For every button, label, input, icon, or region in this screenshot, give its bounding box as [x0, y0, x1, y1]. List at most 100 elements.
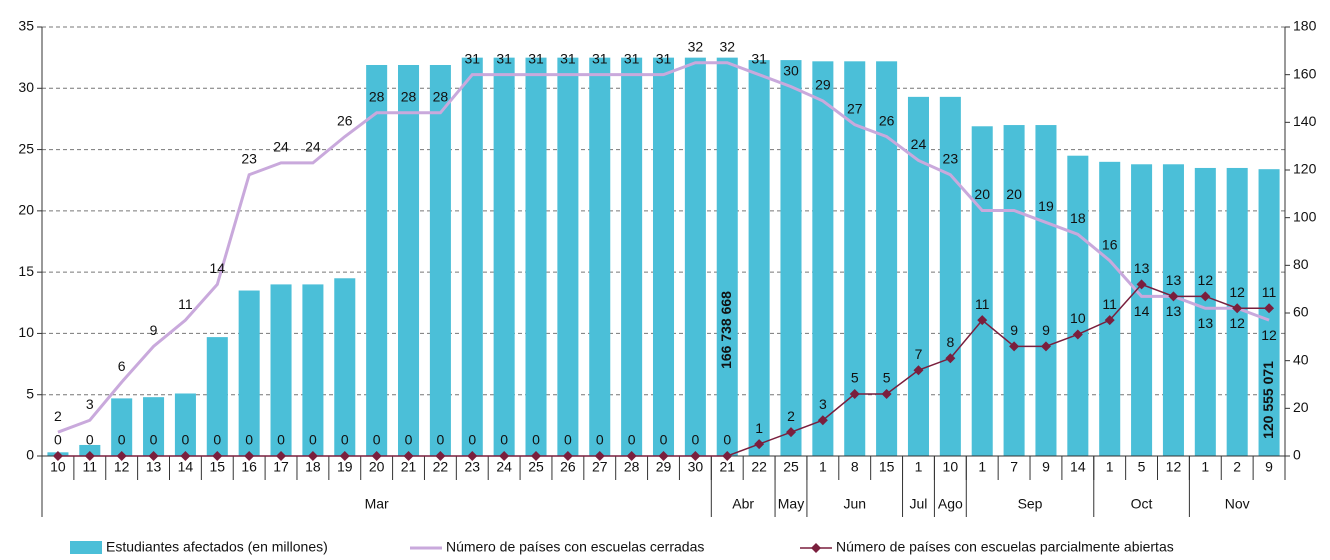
bar — [206, 337, 228, 456]
point-label: 20 — [1006, 186, 1022, 202]
x-tick-label: 1 — [915, 459, 923, 475]
group-label: Ago — [938, 496, 963, 512]
point-label: 14 — [210, 260, 226, 276]
diamond-marker — [1040, 341, 1051, 352]
x-tick-label: 1 — [978, 459, 986, 475]
x-tick-label: 30 — [688, 459, 704, 475]
bar — [1131, 164, 1153, 456]
legend-label: Estudiantes afectados (en millones) — [106, 539, 328, 555]
diamond-marker — [849, 389, 860, 400]
group-label: Abr — [732, 496, 754, 512]
diamond-marker — [1072, 329, 1083, 340]
group-label: Nov — [1225, 496, 1250, 512]
point-label: 0 — [341, 432, 349, 448]
x-tick-label: 9 — [1265, 459, 1273, 475]
diamond-marker — [1264, 303, 1275, 314]
point-label: 11 — [1102, 296, 1117, 312]
point-label: 11 — [975, 296, 990, 312]
bar — [812, 61, 834, 456]
y2-tick-label: 80 — [1293, 256, 1309, 272]
legend-swatch — [70, 541, 102, 554]
point-label: 9 — [1010, 322, 1018, 338]
y2-tick-label: 120 — [1293, 161, 1317, 177]
point-label: 31 — [592, 50, 608, 66]
bar — [1035, 125, 1057, 457]
bar — [1194, 167, 1216, 456]
x-tick-label: 14 — [178, 459, 194, 475]
point-label: 26 — [337, 112, 353, 128]
diamond-marker — [562, 451, 573, 461]
point-label: 0 — [405, 432, 413, 448]
y-tick-label: 30 — [18, 79, 34, 95]
point-label: 3 — [819, 396, 827, 412]
diamond-marker — [881, 389, 892, 400]
point-label: 0 — [596, 432, 604, 448]
diamond-marker — [817, 415, 828, 426]
point-label: 0 — [182, 432, 190, 448]
point-label: 14 — [1134, 303, 1150, 319]
x-tick-label: 12 — [114, 459, 130, 475]
point-label: 0 — [564, 432, 572, 448]
x-tick-label: 20 — [369, 459, 385, 475]
annotation: 120 555 071 — [1260, 361, 1276, 439]
point-label: 31 — [528, 50, 544, 66]
point-label: 10 — [1070, 310, 1086, 326]
diamond-marker — [531, 451, 542, 461]
point-label: 0 — [54, 432, 62, 448]
diamond-marker — [945, 353, 956, 364]
point-label: 5 — [851, 370, 859, 386]
diamond-marker — [754, 439, 765, 450]
diamond-marker — [1168, 291, 1179, 302]
point-label: 31 — [624, 50, 640, 66]
diamond-marker — [467, 451, 478, 461]
bar — [939, 96, 961, 456]
bar — [589, 57, 611, 457]
point-label: 3 — [86, 396, 94, 412]
point-label: 20 — [974, 186, 990, 202]
point-label: 0 — [118, 432, 126, 448]
point-label: 13 — [1198, 315, 1214, 331]
bar — [780, 60, 802, 456]
x-tick-label: 7 — [1010, 459, 1018, 475]
point-label: 6 — [118, 358, 126, 374]
point-label: 31 — [560, 50, 576, 66]
x-tick-label: 25 — [528, 459, 544, 475]
bar — [79, 444, 101, 456]
diamond-marker — [1200, 291, 1211, 302]
bar — [238, 290, 260, 456]
y2-tick-label: 100 — [1293, 208, 1317, 224]
point-label: 24 — [911, 136, 927, 152]
diamond-marker — [212, 451, 223, 461]
point-label: 23 — [943, 150, 959, 166]
point-label: 11 — [178, 296, 193, 312]
diamond-marker — [626, 451, 637, 461]
bar — [876, 61, 898, 456]
diamond-marker — [722, 451, 733, 461]
point-label: 1 — [755, 420, 763, 436]
point-label: 16 — [1102, 236, 1118, 252]
point-label: 13 — [1166, 303, 1182, 319]
x-tick-label: 8 — [851, 459, 859, 475]
diamond-marker — [499, 451, 510, 461]
point-label: 2 — [787, 408, 795, 424]
point-label: 31 — [751, 50, 767, 66]
group-label: May — [778, 496, 804, 512]
point-label: 27 — [847, 100, 863, 116]
point-label: 0 — [245, 432, 253, 448]
point-label: 8 — [946, 334, 954, 350]
point-label: 0 — [500, 432, 508, 448]
point-label: 29 — [815, 77, 831, 93]
point-label: 32 — [719, 38, 735, 54]
point-label: 12 — [1261, 327, 1277, 343]
x-tick-label: 10 — [943, 459, 959, 475]
diamond-marker — [148, 451, 159, 461]
diamond-marker — [785, 427, 796, 438]
point-label: 28 — [401, 89, 417, 105]
y2-tick-label: 160 — [1293, 65, 1317, 81]
point-label: 9 — [1042, 322, 1050, 338]
point-label: 0 — [213, 432, 221, 448]
x-tick-label: 1 — [819, 459, 827, 475]
group-label: Oct — [1131, 496, 1153, 512]
y-tick-label: 35 — [18, 18, 34, 34]
bar — [461, 57, 483, 457]
